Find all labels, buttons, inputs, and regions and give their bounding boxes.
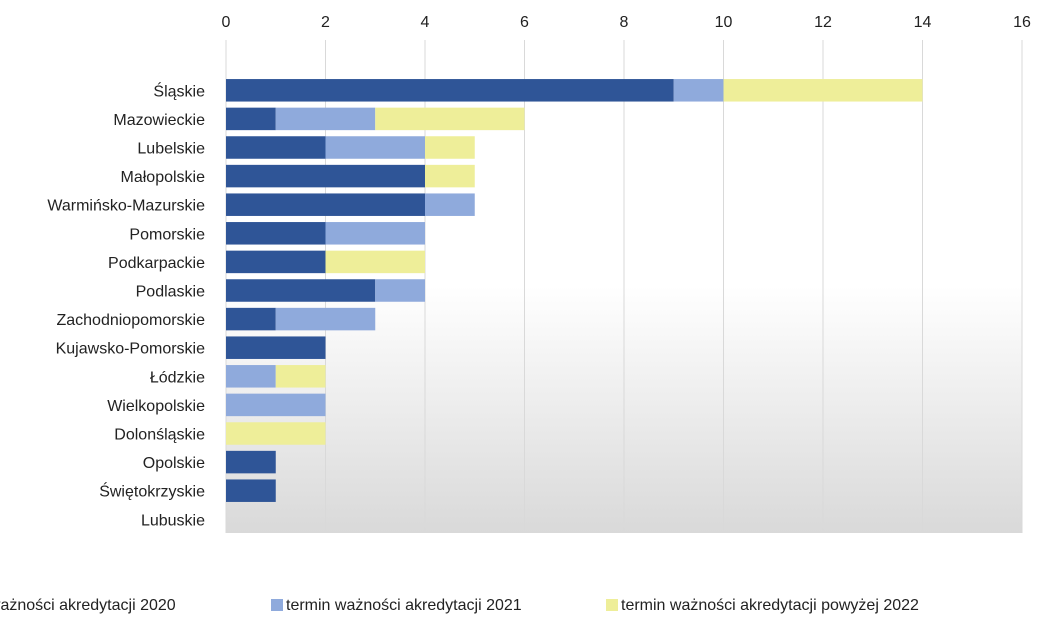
x-tick-label-0: 0: [222, 14, 231, 31]
legend-label-1: termin ważności akredytacji 2021: [286, 597, 522, 614]
bar-0-8: [226, 307, 276, 331]
category-label-0: Śląskie: [153, 81, 205, 100]
category-label-13: Opolskie: [143, 455, 205, 472]
legend-label-2: termin ważności akredytacji powyżej 2022: [621, 597, 919, 614]
category-label-9: Kujawsko-Pomorskie: [56, 341, 205, 358]
bar-1-8: [275, 307, 376, 331]
x-tick-label-5: 10: [715, 14, 733, 31]
bar-2-1: [375, 107, 525, 131]
bar-1-2: [325, 136, 425, 159]
bar-2-2: [425, 136, 475, 159]
bar-0-1: [226, 107, 276, 131]
x-tick-label-6: 12: [814, 14, 832, 31]
category-label-4: Warmińsko-Mazurskie: [47, 198, 205, 215]
legend-swatch-2: [606, 599, 618, 611]
bar-0-14: [226, 479, 276, 502]
bar-0-4: [226, 193, 425, 216]
bar-0-5: [226, 222, 326, 245]
x-tick-label-2: 4: [421, 14, 430, 31]
bar-1-7: [375, 279, 425, 302]
category-label-7: Podlaskie: [136, 284, 205, 301]
legend-label-0: termin ważności akredytacji 2020: [0, 597, 176, 614]
legend: termin ważności akredytacji 2020 termin w…: [0, 597, 919, 614]
category-label-3: Małopolskie: [121, 169, 206, 186]
bar-0-6: [226, 250, 326, 274]
bar-2-10: [275, 365, 326, 388]
bar-1-4: [425, 193, 475, 216]
bar-2-0: [723, 79, 923, 102]
category-label-15: Lubuskie: [141, 512, 205, 529]
bar-2-3: [425, 164, 475, 188]
category-label-1: Mazowieckie: [113, 112, 205, 129]
bars: [226, 79, 923, 502]
category-label-10: Łódzkie: [150, 369, 205, 386]
category-label-8: Zachodniopomorskie: [56, 312, 205, 329]
bar-1-11: [226, 393, 326, 417]
bar-0-13: [226, 450, 276, 474]
bar-0-0: [226, 79, 674, 102]
x-tick-labels: 0 2 4 6 8 10 12 14 16: [222, 14, 1031, 31]
bar-1-5: [325, 222, 425, 245]
bar-1-1: [275, 107, 376, 131]
legend-swatch-1: [271, 599, 283, 611]
x-tick-label-3: 6: [520, 14, 529, 31]
bar-2-12: [226, 422, 326, 445]
category-label-2: Lubelskie: [137, 141, 205, 158]
bar-2-6: [325, 250, 425, 274]
bar-1-10: [226, 365, 276, 388]
category-label-5: Pomorskie: [129, 226, 205, 243]
x-tick-label-4: 8: [620, 14, 629, 31]
category-label-12: Dolonśląskie: [114, 427, 205, 444]
category-label-6: Podkarpackie: [108, 255, 205, 272]
category-label-14: Świętokrzyskie: [99, 482, 205, 501]
x-tick-label-1: 2: [321, 14, 330, 31]
bar-0-9: [226, 336, 326, 359]
bar-0-3: [226, 164, 425, 188]
x-tick-label-7: 14: [914, 14, 932, 31]
category-labels: Śląskie Mazowieckie Lubelskie Małopolskie Wa…: [47, 81, 205, 529]
bar-0-7: [226, 279, 376, 302]
x-tick-label-8: 16: [1013, 14, 1031, 31]
bar-1-0: [673, 79, 724, 102]
category-label-11: Wielkopolskie: [107, 398, 205, 415]
bar-0-2: [226, 136, 326, 159]
